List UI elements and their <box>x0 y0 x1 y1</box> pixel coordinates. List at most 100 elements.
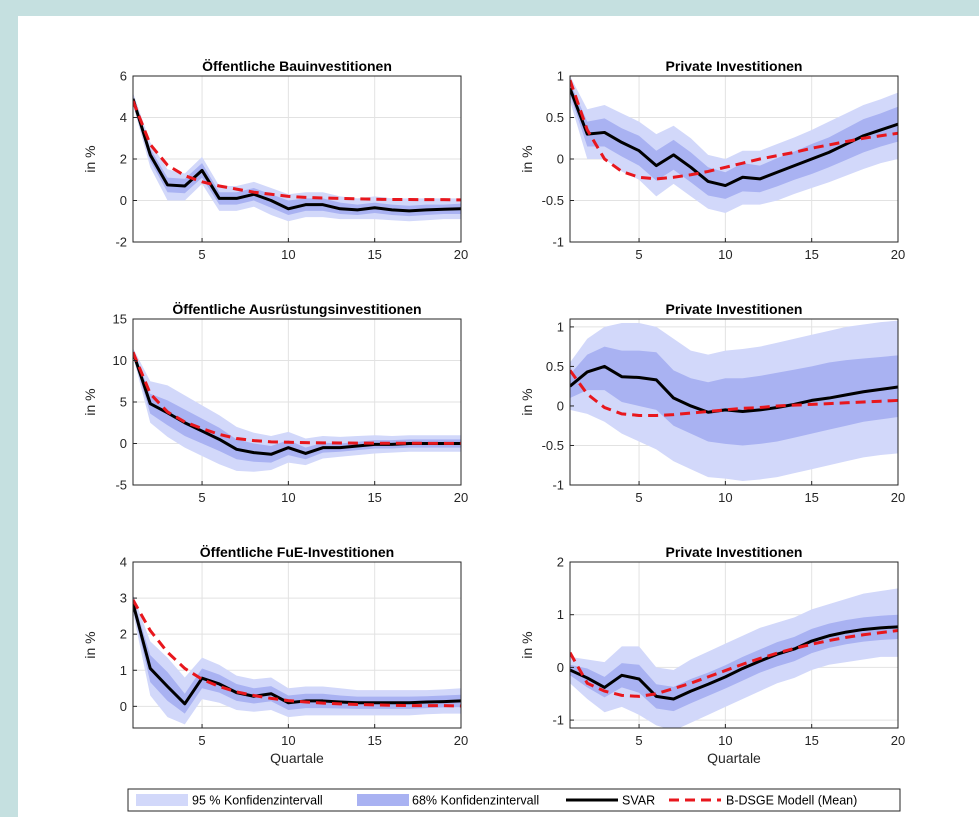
ci68-band <box>570 346 898 446</box>
x-tick-label: 10 <box>718 247 732 262</box>
x-tick-label: 20 <box>454 490 468 505</box>
x-tick-label: 20 <box>891 247 905 262</box>
figure-frame: 5 10 15 20 -2 0 2 4 6 Öffentliche Bauinvestitione… <box>18 16 979 817</box>
chart-panel-5: 5 10 15 20 0 1 2 3 4 Öffentliche FuE-Investitione… <box>82 544 468 766</box>
y-tick-label: 5 <box>120 395 127 410</box>
x-tick-label: 20 <box>454 247 468 262</box>
legend-swatch-ci95 <box>136 794 188 806</box>
axes-box <box>132 561 462 729</box>
y-axis-label: in % <box>82 145 98 172</box>
x-tick-label: 10 <box>718 733 732 748</box>
y-tick-label: 0.5 <box>546 110 564 125</box>
y-tick-label: 4 <box>120 110 127 125</box>
x-tick-label: 15 <box>367 490 381 505</box>
y-tick-label: -1 <box>552 478 564 493</box>
legend: 95 % Konfidenzintervall 68% Konfidenzinte… <box>127 788 901 812</box>
y-axis-label: in % <box>82 388 98 415</box>
y-tick-label: -0.5 <box>542 438 564 453</box>
x-axis-label: Quartale <box>707 750 761 766</box>
y-tick-label: 0 <box>557 660 564 675</box>
chart-title: Öffentliche FuE-Investitionen <box>200 544 394 560</box>
y-tick-label: 4 <box>120 555 127 570</box>
y-tick-label: 2 <box>557 555 564 570</box>
y-tick-label: -5 <box>115 478 127 493</box>
x-tick-label: 20 <box>454 733 468 748</box>
y-tick-label: 1 <box>557 69 564 84</box>
axes-box <box>569 318 899 486</box>
y-tick-label: 1 <box>557 607 564 622</box>
chart-panel-1: 5 10 15 20 -2 0 2 4 6 Öffentliche Bauinvestitione… <box>82 58 468 262</box>
legend-box <box>127 788 901 812</box>
y-axis-label: in % <box>82 631 98 658</box>
legend-swatch-ci68 <box>357 794 409 806</box>
y-tick-label: 3 <box>120 591 127 606</box>
dsge-line <box>133 100 461 202</box>
legend-label: B-DSGE Modell (Mean) <box>726 794 857 808</box>
ci68-band <box>133 95 461 217</box>
dsge-line <box>570 369 898 417</box>
legend-label: SVAR <box>622 794 655 808</box>
chart-panel-2: 5 10 15 20 -1 -0.5 0 0.5 1 Private Investitionen i… <box>519 58 905 262</box>
y-tick-label: 0 <box>120 436 127 451</box>
svar-line <box>133 351 461 456</box>
x-tick-label: 10 <box>281 733 295 748</box>
x-tick-label: 15 <box>804 247 818 262</box>
svar-line <box>570 87 898 188</box>
y-axis-label: in % <box>519 145 535 172</box>
y-tick-label: 0 <box>120 699 127 714</box>
svar-line <box>570 364 898 414</box>
x-tick-label: 15 <box>367 247 381 262</box>
chart-panel-4: 5 10 15 20 -1 -0.5 0 0.5 1 Private Investitionen i… <box>519 301 905 505</box>
x-tick-label: 10 <box>718 490 732 505</box>
y-tick-label: 2 <box>120 627 127 642</box>
x-tick-label: 5 <box>198 733 205 748</box>
svar-line <box>570 625 898 701</box>
chart-panel-6: 5 10 15 20 -1 0 1 2 Private Investitionen in % Qua… <box>519 544 905 766</box>
chart-title: Öffentliche Bauinvestitionen <box>202 58 392 74</box>
x-tick-label: 15 <box>804 490 818 505</box>
x-tick-label: 15 <box>367 733 381 748</box>
ci95-band <box>133 594 461 725</box>
x-tick-label: 20 <box>891 490 905 505</box>
x-tick-label: 10 <box>281 247 295 262</box>
y-tick-label: 2 <box>120 152 127 167</box>
chart-title: Private Investitionen <box>666 58 803 74</box>
y-tick-label: 0.5 <box>546 359 564 374</box>
y-tick-label: -2 <box>115 235 127 250</box>
y-tick-label: 1 <box>557 319 564 334</box>
x-tick-label: 5 <box>635 490 642 505</box>
y-tick-label: 1 <box>120 663 127 678</box>
y-tick-label: 0 <box>557 152 564 167</box>
axes-box <box>569 561 899 729</box>
y-tick-label: 6 <box>120 69 127 84</box>
svar-line <box>133 98 461 213</box>
x-tick-label: 20 <box>891 733 905 748</box>
x-tick-label: 15 <box>804 733 818 748</box>
dsge-line <box>133 599 461 708</box>
y-tick-label: -1 <box>552 235 564 250</box>
y-tick-label: 10 <box>113 353 127 368</box>
ci95-band <box>570 76 898 213</box>
x-tick-label: 5 <box>635 733 642 748</box>
y-tick-label: 15 <box>113 312 127 327</box>
chart-title: Private Investitionen <box>666 301 803 317</box>
ci68-band <box>570 82 898 199</box>
y-axis-label: in % <box>519 388 535 415</box>
chart-panel-3: 5 10 15 20 -5 0 5 10 15 Öffentliche Ausrüstungsin… <box>82 301 468 505</box>
x-axis-label: Quartale <box>270 750 324 766</box>
y-tick-label: 0 <box>120 193 127 208</box>
x-tick-label: 10 <box>281 490 295 505</box>
y-tick-label: -0.5 <box>542 193 564 208</box>
legend-label: 95 % Konfidenzintervall <box>192 794 323 808</box>
legend-label: 68% Konfidenzintervall <box>412 794 539 808</box>
svar-line <box>133 603 461 706</box>
chart-title: Private Investitionen <box>666 544 803 560</box>
chart-title: Öffentliche Ausrüstungsinvestitionen <box>172 301 421 317</box>
y-tick-label: -1 <box>552 713 564 728</box>
y-tick-label: 0 <box>557 398 564 413</box>
x-tick-label: 5 <box>198 490 205 505</box>
ci68-band <box>133 349 461 463</box>
y-axis-label: in % <box>519 631 535 658</box>
x-tick-label: 5 <box>635 247 642 262</box>
